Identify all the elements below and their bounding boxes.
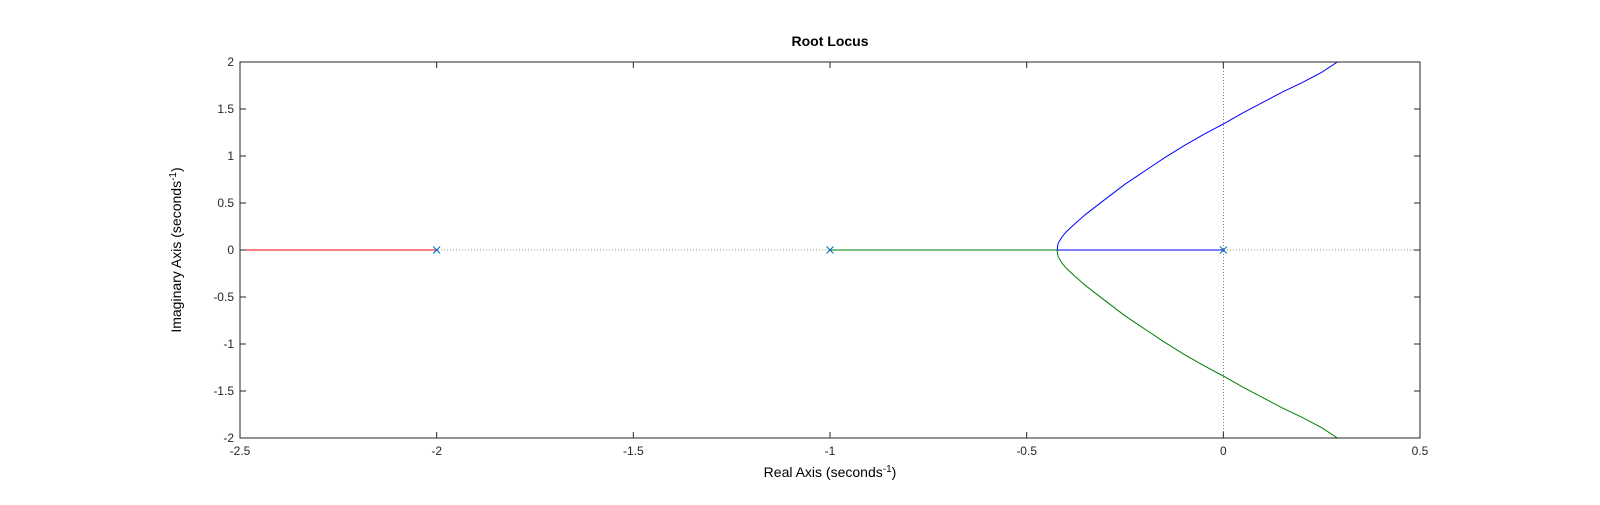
y-axis-label: Imaginary Axis (seconds-1)	[168, 167, 185, 332]
y-tick-label: 1.5	[217, 102, 234, 116]
pole-marker	[1219, 246, 1228, 254]
y-tick-label: 1	[227, 149, 234, 163]
x-tick-label: -2	[431, 444, 442, 458]
poles-layer	[432, 246, 1228, 254]
x-tick-label: -0.5	[1016, 444, 1037, 458]
pole-marker	[826, 246, 834, 254]
x-tick-label: -1	[825, 444, 836, 458]
pole-marker	[432, 246, 441, 254]
y-tick-label: 0.5	[217, 196, 234, 210]
chart-title: Root Locus	[792, 33, 869, 49]
y-tick-label: -0.5	[213, 290, 234, 304]
locus-branch-2	[1056, 62, 1338, 251]
pole-marker-stroke	[432, 246, 441, 254]
y-tick-label: -1	[223, 337, 234, 351]
x-axis-label-main: Real Axis (seconds	[764, 464, 883, 480]
x-tick-label: -2.5	[230, 444, 251, 458]
x-axis-label-close: )	[892, 464, 897, 480]
y-tick-label: 0	[227, 243, 234, 257]
y-tick-label: -2	[223, 431, 234, 445]
y-axis-ticks: -2 -1.5 -1 -0.5 0 0.5 1 1.5 2	[213, 55, 1420, 445]
pole-marker-stroke	[826, 246, 834, 254]
y-axis-label-sup: -1	[168, 172, 179, 181]
x-tick-label: 0	[1220, 444, 1227, 458]
x-tick-label: 0.5	[1412, 444, 1429, 458]
x-tick-label: -1.5	[623, 444, 644, 458]
y-tick-label: 2	[227, 55, 234, 69]
pole-marker-stroke	[1219, 246, 1228, 254]
x-axis-label-sup: -1	[883, 464, 892, 475]
y-axis-label-close: )	[168, 167, 184, 172]
x-axis-ticks: -2.5 -2 -1.5 -1 -0.5 0 0.5	[230, 62, 1429, 458]
y-tick-label: -1.5	[213, 384, 234, 398]
series-layer	[240, 62, 1338, 438]
x-axis-label: Real Axis (seconds-1)	[764, 464, 897, 481]
y-axis-label-main: Imaginary Axis (seconds	[168, 181, 184, 333]
locus-branch-3	[830, 249, 1338, 438]
